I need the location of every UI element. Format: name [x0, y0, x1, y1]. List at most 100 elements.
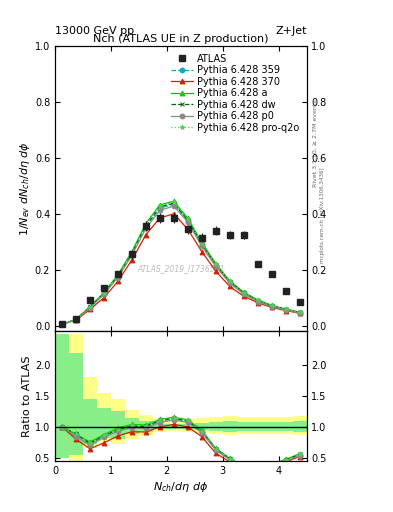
Pythia 6.428 a [116, 272, 120, 278]
Pythia 6.428 pro-q2o [213, 261, 218, 267]
Pythia 6.428 370 [185, 226, 190, 232]
Pythia 6.428 pro-q2o [199, 240, 204, 246]
Pythia 6.428 p0 [269, 304, 274, 310]
Pythia 6.428 370 [255, 300, 260, 306]
Text: ATLAS_2019_I1736531: ATLAS_2019_I1736531 [137, 264, 224, 273]
X-axis label: $N_{ch}/d\eta\ d\phi$: $N_{ch}/d\eta\ d\phi$ [153, 480, 208, 494]
Bar [69, 334, 83, 464]
Pythia 6.428 a [227, 278, 232, 284]
Pythia 6.428 pro-q2o [171, 199, 176, 205]
Bar [111, 412, 125, 439]
Pythia 6.428 dw [60, 321, 64, 327]
Pythia 6.428 dw [101, 290, 106, 296]
Bar [97, 409, 111, 438]
Bar [181, 419, 195, 432]
Bar [292, 416, 307, 436]
Pythia 6.428 p0 [227, 280, 232, 286]
Pythia 6.428 359 [116, 273, 120, 280]
Pythia 6.428 370 [130, 257, 134, 263]
Pythia 6.428 370 [269, 304, 274, 310]
Pythia 6.428 359 [73, 316, 78, 323]
Bar [125, 410, 139, 439]
Pythia 6.428 359 [213, 263, 218, 269]
Pythia 6.428 a [283, 306, 288, 312]
Bar [69, 353, 83, 455]
Bar [223, 416, 237, 436]
Pythia 6.428 359 [158, 205, 162, 211]
Pythia 6.428 p0 [116, 274, 120, 281]
Pythia 6.428 p0 [199, 243, 204, 249]
Pythia 6.428 370 [101, 294, 106, 301]
Pythia 6.428 370 [213, 268, 218, 274]
Pythia 6.428 370 [143, 232, 148, 238]
Pythia 6.428 p0 [255, 298, 260, 305]
Pythia 6.428 p0 [60, 321, 64, 327]
Bar [55, 334, 69, 458]
Bar [181, 424, 195, 430]
Pythia 6.428 dw [73, 316, 78, 323]
Pythia 6.428 pro-q2o [73, 316, 78, 323]
Pythia 6.428 359 [101, 290, 106, 296]
Pythia 6.428 pro-q2o [241, 290, 246, 296]
Legend: ATLAS, Pythia 6.428 359, Pythia 6.428 370, Pythia 6.428 a, Pythia 6.428 dw, Pyth: ATLAS, Pythia 6.428 359, Pythia 6.428 37… [168, 51, 302, 136]
Pythia 6.428 dw [158, 204, 162, 210]
Pythia 6.428 p0 [143, 225, 148, 231]
Pythia 6.428 a [269, 302, 274, 308]
Pythia 6.428 p0 [88, 305, 92, 311]
Pythia 6.428 dw [143, 223, 148, 229]
Bar [279, 417, 292, 434]
Bar [251, 422, 264, 431]
Pythia 6.428 359 [269, 303, 274, 309]
Pythia 6.428 370 [73, 317, 78, 323]
Text: 13000 GeV pp: 13000 GeV pp [55, 26, 134, 36]
Bar [97, 393, 111, 442]
Pythia 6.428 dw [185, 217, 190, 223]
Pythia 6.428 a [185, 215, 190, 221]
Bar [264, 417, 279, 434]
Bar [153, 424, 167, 430]
Pythia 6.428 a [130, 248, 134, 254]
Pythia 6.428 p0 [171, 203, 176, 209]
Pythia 6.428 pro-q2o [158, 203, 162, 209]
Pythia 6.428 p0 [283, 307, 288, 313]
Pythia 6.428 a [143, 221, 148, 227]
Line: Pythia 6.428 359: Pythia 6.428 359 [60, 202, 302, 327]
Pythia 6.428 pro-q2o [227, 279, 232, 285]
Line: Pythia 6.428 a: Pythia 6.428 a [60, 199, 302, 327]
Bar [223, 421, 237, 432]
Bar [237, 422, 251, 431]
Pythia 6.428 359 [255, 298, 260, 304]
Pythia 6.428 dw [241, 290, 246, 296]
Pythia 6.428 dw [88, 304, 92, 310]
Pythia 6.428 pro-q2o [130, 249, 134, 255]
Pythia 6.428 359 [60, 321, 64, 327]
Pythia 6.428 370 [283, 307, 288, 313]
Pythia 6.428 359 [283, 307, 288, 313]
Y-axis label: Ratio to ATLAS: Ratio to ATLAS [22, 355, 32, 437]
Bar [251, 417, 264, 434]
Bar [237, 417, 251, 434]
Pythia 6.428 pro-q2o [101, 290, 106, 296]
Bar [55, 334, 69, 458]
Pythia 6.428 a [171, 198, 176, 204]
Pythia 6.428 359 [199, 242, 204, 248]
Pythia 6.428 359 [185, 218, 190, 224]
Pythia 6.428 pro-q2o [185, 216, 190, 222]
Pythia 6.428 359 [227, 279, 232, 285]
Pythia 6.428 359 [130, 251, 134, 258]
Pythia 6.428 359 [143, 223, 148, 229]
Bar [125, 418, 139, 434]
Pythia 6.428 dw [255, 297, 260, 304]
Pythia 6.428 dw [227, 279, 232, 285]
Pythia 6.428 a [213, 261, 218, 267]
Pythia 6.428 dw [171, 200, 176, 206]
Pythia 6.428 a [73, 316, 78, 323]
Text: mcplots.cern.ch [arXiv:1306.3436]: mcplots.cern.ch [arXiv:1306.3436] [320, 167, 325, 263]
Pythia 6.428 p0 [297, 310, 302, 316]
Pythia 6.428 a [60, 321, 64, 327]
Pythia 6.428 370 [116, 279, 120, 285]
Pythia 6.428 pro-q2o [60, 321, 64, 327]
Pythia 6.428 a [158, 202, 162, 208]
Bar [209, 422, 223, 431]
Pythia 6.428 a [297, 309, 302, 315]
